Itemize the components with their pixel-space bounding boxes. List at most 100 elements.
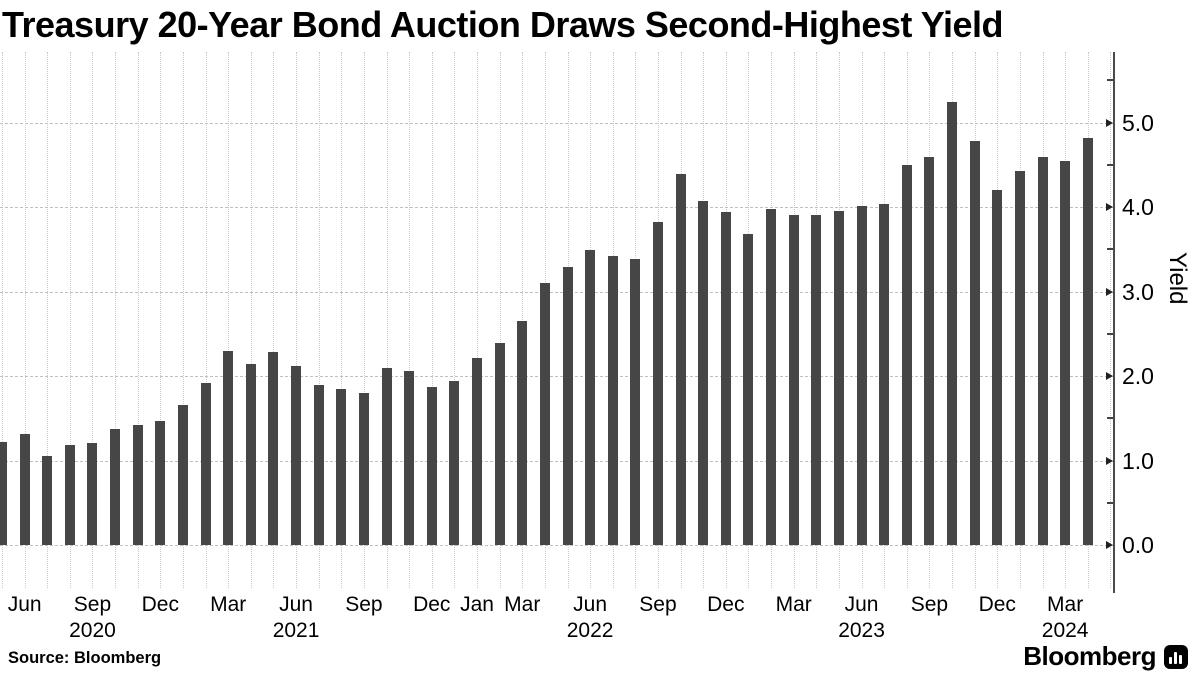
bar <box>155 420 166 545</box>
y-tick-label: 1.0 <box>1122 447 1154 474</box>
vertical-gridline <box>205 52 207 588</box>
x-tick-month-label: Jun <box>7 593 42 616</box>
bar-chart-icon <box>1164 644 1188 669</box>
bar <box>652 222 663 545</box>
bar <box>947 101 958 545</box>
bar <box>720 212 731 545</box>
bar <box>517 320 528 545</box>
x-tick-year-label: 2020 <box>69 619 116 642</box>
bar <box>1037 156 1048 545</box>
bar <box>64 444 75 545</box>
vertical-gridline <box>522 52 524 588</box>
x-tick-year-label: 2021 <box>272 619 320 642</box>
bar <box>698 200 709 545</box>
vertical-gridline <box>296 52 298 588</box>
vertical-gridline <box>477 52 479 588</box>
vertical-gridline <box>341 52 343 588</box>
y-axis-minor-tick <box>1107 332 1113 335</box>
y-tick-label: 3.0 <box>1122 278 1154 305</box>
x-tick-month-label: Jun <box>573 593 608 616</box>
x-tick-month-label: Sep <box>73 593 112 616</box>
bar <box>110 429 121 545</box>
bar <box>1060 161 1071 545</box>
y-axis-minor-tick <box>1107 501 1113 504</box>
x-tick-month-label: Mar <box>504 593 541 616</box>
bar <box>562 266 573 545</box>
vertical-gridline <box>499 52 501 588</box>
y-axis-minor-tick <box>1107 79 1113 82</box>
vertical-gridline <box>228 52 230 588</box>
vertical-gridline <box>363 52 365 588</box>
bar <box>0 441 7 545</box>
x-tick-month-label: Jun <box>279 593 313 616</box>
horizontal-gridline <box>0 122 1113 124</box>
x-tick-month-label: Dec <box>707 593 745 616</box>
bar <box>494 342 505 545</box>
x-tick-month-label: Mar <box>210 593 247 616</box>
y-axis-major-tick <box>1106 118 1113 127</box>
bar <box>358 393 369 545</box>
bar <box>788 214 799 545</box>
bar <box>969 141 980 545</box>
bar <box>313 385 324 545</box>
y-tick-label: 4.0 <box>1122 194 1154 220</box>
x-tick-month-label: Jan <box>460 593 494 616</box>
horizontal-gridline <box>0 545 1113 546</box>
x-tick-month-label: Mar <box>1047 593 1084 616</box>
y-axis-minor-tick <box>1107 163 1113 166</box>
x-tick-month-label: Jun <box>844 593 879 616</box>
horizontal-gridline <box>0 376 1113 377</box>
horizontal-gridline <box>0 207 1113 208</box>
bar <box>132 424 143 545</box>
x-tick-month-label: Dec <box>978 593 1016 616</box>
bar <box>743 234 754 545</box>
vertical-gridline <box>318 52 320 588</box>
bar <box>539 283 550 545</box>
y-axis-major-tick <box>1106 287 1113 296</box>
bloomberg-wordmark: Bloomberg <box>1023 641 1156 671</box>
x-tick-month-label: Sep <box>345 593 383 616</box>
chart-title: Treasury 20-Year Bond Auction Draws Seco… <box>2 4 1003 45</box>
y-axis-minor-tick <box>1107 248 1113 251</box>
bar <box>901 164 912 545</box>
bar <box>404 370 415 545</box>
bar <box>449 380 460 545</box>
vertical-gridline <box>160 52 162 588</box>
x-tick-year-label: 2024 <box>1041 619 1089 642</box>
vertical-gridline <box>409 52 411 588</box>
horizontal-gridline <box>0 460 1113 462</box>
vertical-gridline <box>431 52 433 588</box>
bar <box>200 382 211 545</box>
vertical-gridline <box>1110 52 1112 588</box>
vertical-gridline <box>182 52 184 588</box>
bar <box>42 455 53 545</box>
y-axis-minor-tick <box>1107 417 1113 420</box>
bar <box>87 442 98 545</box>
bar <box>223 351 234 545</box>
bar <box>336 388 347 545</box>
vertical-gridline <box>273 52 275 588</box>
bloomberg-logo: Bloomberg <box>1023 641 1188 672</box>
x-tick-month-label: Mar <box>775 593 812 616</box>
bar <box>245 363 256 545</box>
bar <box>268 351 279 545</box>
y-tick-label: 2.0 <box>1122 363 1154 389</box>
bar <box>381 367 392 545</box>
bar <box>811 214 822 545</box>
horizontal-gridline <box>0 291 1113 293</box>
y-axis-line <box>1113 52 1115 593</box>
x-tick-year-label: 2023 <box>838 619 885 642</box>
y-tick-label: 0.0 <box>1122 532 1154 558</box>
vertical-gridline <box>115 52 117 588</box>
vertical-gridline <box>137 52 139 588</box>
bar <box>924 156 935 545</box>
y-tick-label: 5.0 <box>1122 109 1154 136</box>
vertical-gridline <box>47 52 49 588</box>
x-tick-month-label: Sep <box>910 593 949 616</box>
y-axis-major-tick <box>1106 541 1113 549</box>
bar <box>879 203 890 545</box>
bar <box>607 256 618 545</box>
bar <box>766 208 777 545</box>
bar <box>1082 137 1093 545</box>
source-label: Source: Bloomberg <box>8 649 162 667</box>
